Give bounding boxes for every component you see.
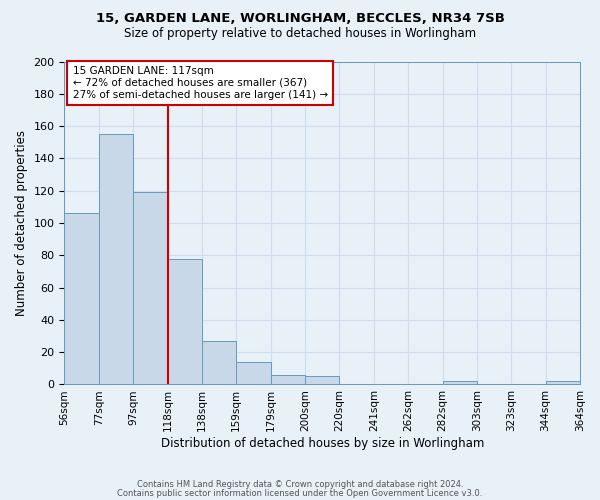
Bar — [305, 376, 340, 384]
Text: 15, GARDEN LANE, WORLINGHAM, BECCLES, NR34 7SB: 15, GARDEN LANE, WORLINGHAM, BECCLES, NR… — [95, 12, 505, 26]
Bar — [236, 362, 271, 384]
X-axis label: Distribution of detached houses by size in Worlingham: Distribution of detached houses by size … — [161, 437, 484, 450]
Bar — [133, 192, 167, 384]
Text: Contains public sector information licensed under the Open Government Licence v3: Contains public sector information licen… — [118, 489, 482, 498]
Text: Size of property relative to detached houses in Worlingham: Size of property relative to detached ho… — [124, 28, 476, 40]
Text: 15 GARDEN LANE: 117sqm
← 72% of detached houses are smaller (367)
27% of semi-de: 15 GARDEN LANE: 117sqm ← 72% of detached… — [73, 66, 328, 100]
Bar — [202, 341, 236, 384]
Text: Contains HM Land Registry data © Crown copyright and database right 2024.: Contains HM Land Registry data © Crown c… — [137, 480, 463, 489]
Bar — [99, 134, 133, 384]
Bar — [545, 381, 580, 384]
Bar — [64, 214, 99, 384]
Y-axis label: Number of detached properties: Number of detached properties — [15, 130, 28, 316]
Bar — [443, 381, 477, 384]
Bar — [271, 375, 305, 384]
Bar — [167, 258, 202, 384]
